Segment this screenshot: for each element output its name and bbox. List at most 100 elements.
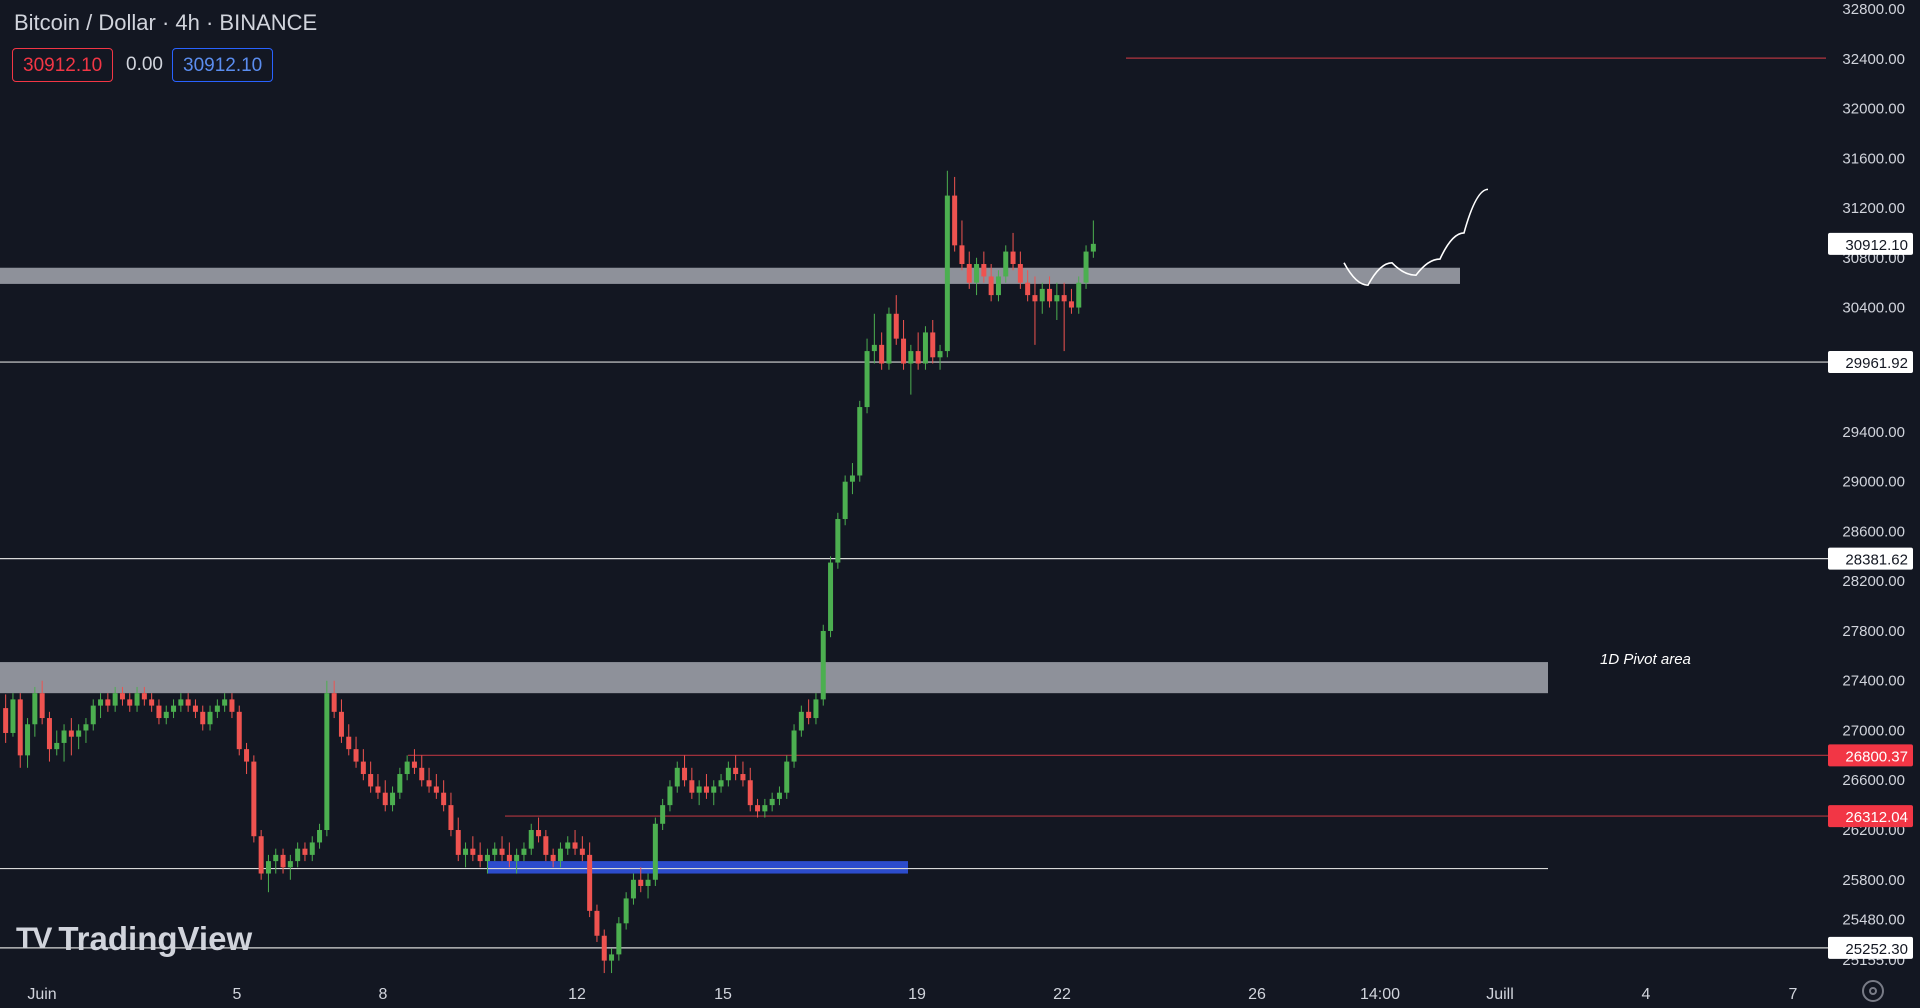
candle-body <box>98 699 104 706</box>
candle-body <box>879 344 885 364</box>
candle-body <box>521 848 527 855</box>
candle-body <box>769 798 775 806</box>
candle-body <box>156 705 162 719</box>
candle-body <box>141 693 147 700</box>
candle-body <box>287 861 293 868</box>
candle <box>360 749 366 781</box>
candle <box>988 264 994 302</box>
projection-path <box>1343 188 1489 286</box>
candle-body <box>10 699 16 733</box>
candle <box>1068 288 1074 314</box>
candle-body <box>755 805 761 812</box>
candle-body <box>236 711 242 750</box>
candle-body <box>360 761 366 775</box>
candle-body <box>251 761 257 837</box>
x-tick-label: 8 <box>379 986 388 1003</box>
candle <box>652 817 658 886</box>
candle-body <box>397 774 403 793</box>
sell-price-button[interactable]: 30912.10 <box>12 48 114 82</box>
candle <box>76 724 82 750</box>
candle <box>251 755 257 843</box>
candle-body <box>1039 288 1045 302</box>
candle-body <box>470 848 476 855</box>
candle <box>1061 282 1067 352</box>
candle <box>849 463 855 495</box>
buy-price-button[interactable]: 30912.10 <box>172 48 274 82</box>
candle-body <box>25 724 31 756</box>
candle-body <box>163 711 169 719</box>
candle <box>616 917 622 961</box>
y-tick-label: 28200.00 <box>1842 573 1905 590</box>
candle <box>930 319 936 364</box>
candle <box>915 332 921 370</box>
candle-body <box>886 313 892 364</box>
y-tick-label: 30400.00 <box>1842 300 1905 317</box>
candle-body <box>725 767 731 781</box>
candle-body <box>740 774 746 781</box>
candle <box>492 842 498 862</box>
candle-body <box>974 264 980 283</box>
candle-body <box>747 780 753 806</box>
candle-body <box>280 854 286 868</box>
candle <box>171 699 177 719</box>
pivot-area-label: 1D Pivot area <box>1600 651 1691 668</box>
pivot-zone <box>0 662 1548 694</box>
x-tick-label: 14:00 <box>1360 986 1400 1003</box>
candle-body <box>1047 288 1053 302</box>
candle <box>543 830 549 862</box>
candle-body <box>587 854 593 911</box>
candle-body <box>536 830 542 837</box>
candle-body <box>630 879 636 899</box>
x-tick-label: 12 <box>568 986 586 1003</box>
candle <box>214 699 220 719</box>
candle <box>1047 276 1053 308</box>
candle-body <box>1061 295 1067 302</box>
candle-body <box>849 475 855 482</box>
candle <box>959 220 965 271</box>
x-tick-label: 4 <box>1642 986 1651 1003</box>
candle <box>295 842 301 868</box>
x-tick-label: 26 <box>1248 986 1266 1003</box>
candle-body <box>579 848 585 855</box>
candle-body <box>616 923 622 955</box>
x-tick-label: Juill <box>1486 986 1514 1003</box>
candle <box>192 699 198 719</box>
candle <box>419 755 425 787</box>
candle <box>922 326 928 370</box>
candle <box>630 873 636 905</box>
candle <box>667 780 673 812</box>
candle <box>791 724 797 768</box>
candle-body <box>528 830 534 849</box>
candle-body <box>134 693 140 706</box>
candle <box>776 786 782 806</box>
candle-body <box>346 736 352 750</box>
candle-body <box>105 699 111 706</box>
candle-body <box>411 761 417 768</box>
candle-body <box>375 786 381 793</box>
candle-body <box>696 786 702 793</box>
candle <box>871 313 877 364</box>
price-label: 29961.92 <box>1828 351 1913 374</box>
candle <box>995 270 1001 302</box>
candle-body <box>952 195 958 246</box>
candle-body <box>382 792 388 806</box>
price-label-text: 26312.04 <box>1845 809 1908 826</box>
price-label-text: 28381.62 <box>1845 552 1908 569</box>
candle-body <box>76 730 82 737</box>
candle-body <box>484 854 490 862</box>
candle-body <box>988 276 994 296</box>
settings-icon[interactable] <box>1862 980 1884 1002</box>
candle-body <box>572 842 578 849</box>
y-tick-label: 32000.00 <box>1842 101 1905 118</box>
candle <box>273 848 279 874</box>
candle <box>733 755 739 781</box>
price-label-bg <box>1828 547 1913 570</box>
candle <box>908 344 914 395</box>
candle-body <box>609 954 615 961</box>
x-tick-label: 22 <box>1053 986 1071 1003</box>
candle-body <box>1076 282 1082 308</box>
candle <box>470 836 476 862</box>
y-tick-label: 25480.00 <box>1842 912 1905 929</box>
candle-body <box>229 699 235 712</box>
